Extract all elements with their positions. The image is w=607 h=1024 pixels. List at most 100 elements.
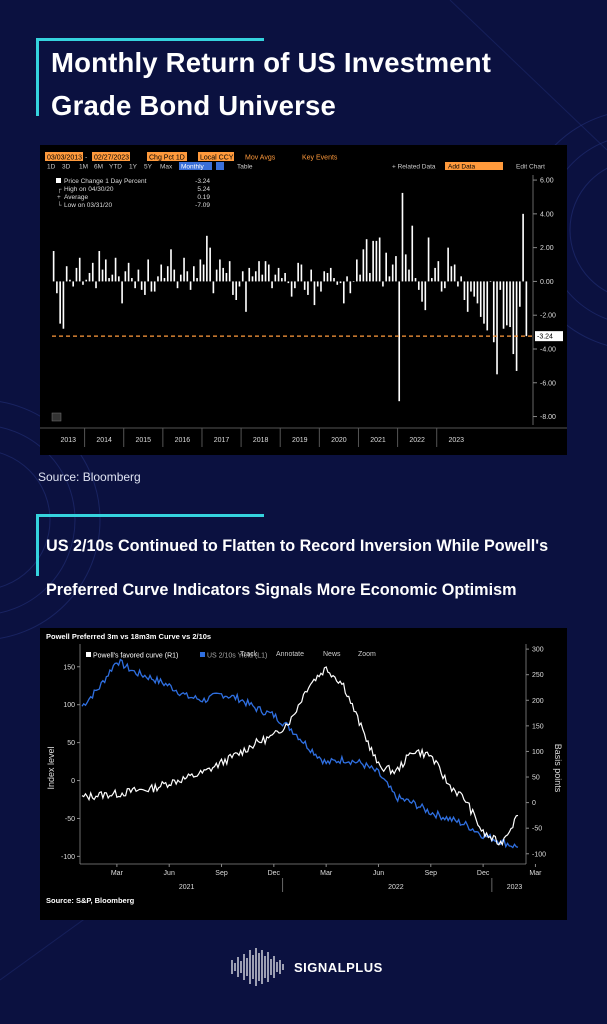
currency-select[interactable] [198,152,234,161]
bar [473,281,476,297]
x-tick-label: Sep [425,870,438,877]
legend-value: 0.19 [197,194,210,201]
bar [267,264,270,282]
bar [509,281,511,328]
start-date-field[interactable] [45,152,83,161]
end-date-field[interactable] [92,152,130,161]
x-tick-label: Jun [164,870,175,877]
bar [489,281,492,283]
bar [476,281,479,304]
bar [411,225,414,282]
edit-chart-button[interactable]: Edit Chart [516,164,545,171]
bar [82,281,84,285]
bar [238,281,241,287]
right-y-tick-label: -50 [532,826,542,833]
bar [186,271,189,282]
bar [271,281,273,289]
period-button[interactable]: 1Y [129,164,138,171]
brand-logo: SIGNALPLUS [230,946,383,988]
bar [108,278,110,282]
bar [297,262,299,282]
y-axis-ticks: 6.00 4.00 2.00 0.00 -2.00 -4.00 -6.00 -8.00 [533,178,556,421]
bar [157,276,159,282]
bar [245,281,247,312]
bar [160,264,163,282]
bar [460,276,462,282]
bar [395,256,397,282]
bar [316,281,319,287]
bar [251,276,254,282]
bar [163,278,166,282]
legend-swatch [56,178,61,183]
period-button[interactable]: 3D [62,164,71,171]
bar [329,267,332,282]
bar [209,247,211,282]
zoom-button[interactable]: Zoom [358,651,376,658]
period-button[interactable]: 6M [94,164,103,171]
news-button[interactable]: News [323,651,341,658]
bar [385,252,387,282]
legend-label: High on 04/30/20 [64,186,114,193]
frequency-text: Monthly [181,164,205,171]
x-tick-label: 2019 [292,437,308,444]
bar [248,267,251,282]
bar [206,235,208,282]
left-y-tick-label: 100 [63,702,75,709]
bar [352,281,355,283]
bar [434,267,436,282]
frequency-select[interactable] [179,162,212,170]
x-axis-ticks: 2013 2014 2015 2016 2017 2018 2019 2020 2021 2022… [61,428,464,447]
period-button[interactable]: Max [160,164,173,171]
bar [254,271,257,282]
add-data-field[interactable] [445,162,503,170]
powell-curve-line [81,666,519,847]
table-button[interactable]: Table [237,164,253,171]
x-tick-label: Dec [477,870,490,877]
bar [424,281,427,311]
metric-select[interactable] [147,152,187,161]
bar [457,281,459,287]
chart-type-icon[interactable] [216,162,224,170]
x-year-label: 2022 [388,884,404,891]
bar [104,259,107,282]
period-button[interactable]: 5Y [144,164,153,171]
bar [166,266,169,282]
bar [519,281,521,307]
chart2-title-line2: Preferred Curve Indicators Signals More … [46,581,517,599]
bar [118,276,120,282]
menu-icon[interactable] [51,412,62,422]
title-accent-bar [36,38,264,41]
x-year-label: 2021 [179,884,195,891]
bar [391,264,394,282]
bar [52,251,55,282]
mov-avgs-button[interactable]: Mov Avgs [245,155,276,162]
legend-marker: └ [57,201,62,209]
bar [75,267,78,282]
period-button[interactable]: 1D [47,164,56,171]
bar [134,281,136,289]
annotate-button[interactable]: Annotate [276,651,304,658]
legend-swatch-us210 [200,652,205,657]
legend-marker: ┌ [57,186,62,194]
period-button[interactable]: 1M [79,164,88,171]
key-events-button[interactable]: Key Events [302,155,338,162]
right-y-tick-label: 100 [532,749,544,756]
x-tick-label: 2014 [96,437,112,444]
bar [307,281,309,295]
bar [281,278,283,282]
bar [111,274,114,282]
us210-yield-line [81,658,519,849]
bar [339,281,342,284]
bar [183,257,185,282]
related-data-button[interactable]: + Related Data [392,164,436,171]
right-y-tick-label: 200 [532,698,544,705]
bar [362,249,365,282]
bar [369,272,371,282]
track-button[interactable]: Track [240,651,258,658]
period-button[interactable]: YTD [109,164,122,171]
bar [463,281,466,300]
right-y-tick-label: 150 [532,723,544,730]
x-tick-label: Dec [268,870,281,877]
bar [196,278,198,282]
chart2-title: US 2/10s Continued to Flatten to Record … [46,524,548,612]
